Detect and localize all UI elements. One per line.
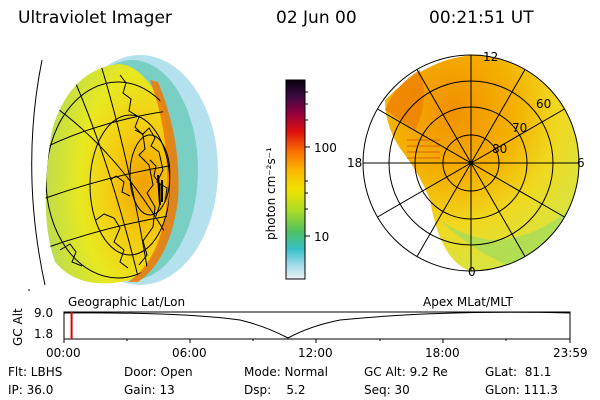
glon-readout: GLon: 111.3: [485, 383, 558, 397]
altitude-axis-label: GC Alt: [11, 308, 25, 346]
mlt-label-0: 0: [468, 265, 476, 279]
gc-alt-readout: GC Alt: 9.2 Re: [364, 365, 448, 379]
altitude-x-tick: 23:59: [553, 346, 588, 360]
mlt-label-12: 12: [483, 50, 499, 64]
earth-image: [28, 55, 218, 291]
altitude-plot: [63, 311, 571, 343]
right-map-label: Apex MLat/MLT: [423, 295, 513, 309]
instrument-title: Ultraviolet Imager: [18, 8, 172, 28]
mlt-label-6: 6: [577, 156, 585, 170]
altitude-x-tick: 00:00: [46, 346, 81, 360]
limb-arcs: [28, 59, 46, 291]
dsp-readout: Dsp: 5.2: [244, 383, 306, 397]
mlt-label-18: 18: [347, 156, 363, 170]
colorbar-tick-100: 100: [314, 141, 337, 155]
filter-readout: Flt: LBHS: [8, 365, 63, 379]
altitude-x-tick: 18:00: [425, 346, 460, 360]
colorbar: [285, 79, 310, 280]
gain-readout: Gain: 13: [124, 383, 175, 397]
altitude-y-tick-bottom: 1.8: [34, 327, 54, 341]
polar-grid: [362, 54, 580, 272]
door-readout: Door: Open: [124, 365, 193, 379]
left-map-label: Geographic Lat/Lon: [68, 295, 186, 309]
altitude-x-ticks: [63, 339, 571, 343]
colorbar-tick-10: 10: [314, 230, 330, 244]
altitude-curve: [63, 311, 571, 339]
ip-readout: IP: 36.0: [8, 383, 54, 397]
polar-plot: [362, 54, 580, 272]
mlat-label-80: 80: [492, 142, 508, 156]
altitude-x-tick: 06:00: [172, 346, 207, 360]
graticule: [45, 64, 171, 284]
date-label: 02 Jun 00: [276, 8, 357, 28]
seq-readout: Seq: 30: [364, 383, 410, 397]
colorbar-scale: [285, 79, 306, 280]
altitude-y-tick-top: 9.0: [34, 306, 54, 320]
time-label: 00:21:51 UT: [429, 8, 534, 28]
glat-readout: GLat: 81.1: [485, 365, 552, 379]
altitude-frame: [63, 311, 571, 340]
mlat-label-60: 60: [536, 97, 552, 111]
altitude-x-tick: 12:00: [298, 346, 333, 360]
mlat-label-70: 70: [512, 121, 528, 135]
colorbar-ticks: [305, 91, 310, 237]
colorbar-unit-label: photon cm⁻²s⁻¹: [264, 147, 278, 240]
mode-readout: Mode: Normal: [244, 365, 328, 379]
coast-dense: [157, 174, 163, 206]
